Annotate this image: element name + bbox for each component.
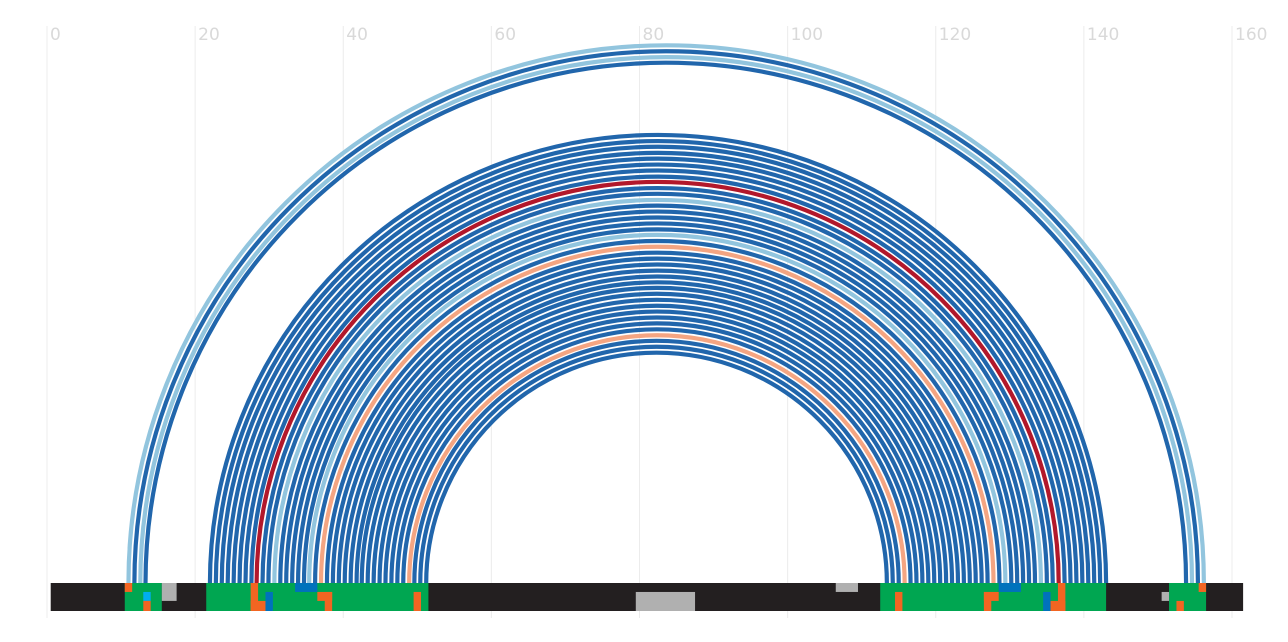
arc: [272, 197, 1044, 584]
track-segment: [265, 591, 273, 611]
arc: [407, 333, 907, 584]
track-segment: [413, 591, 422, 611]
arc: [389, 315, 925, 584]
arc: [371, 297, 943, 584]
arc: [313, 238, 1002, 584]
x-tick-label: 140: [1087, 25, 1119, 45]
arcs: [128, 45, 1203, 583]
track-segment: [983, 591, 992, 611]
arc: [354, 280, 961, 584]
arc: [295, 221, 1020, 584]
track-segment: [1198, 583, 1207, 592]
arc: [418, 344, 895, 584]
x-tick-label: 100: [791, 25, 823, 45]
arc: [424, 350, 889, 584]
arc: [213, 138, 1103, 584]
arc: [138, 55, 1195, 584]
track-segment: [1161, 591, 1170, 601]
arc: [336, 262, 978, 584]
arc: [365, 291, 949, 584]
x-tick-label: 120: [939, 25, 971, 45]
arc: [412, 338, 901, 584]
arc: [260, 185, 1055, 584]
arc: [225, 150, 1091, 584]
track-segment: [895, 591, 903, 611]
x-tick-labels: 0 20 40 60 80 100 120 140 160: [50, 25, 1267, 45]
arc: [342, 268, 972, 584]
track-segment: [635, 591, 696, 611]
arc: [383, 309, 931, 584]
track: [50, 583, 1244, 611]
track-segment: [143, 591, 151, 601]
track-segment: [1050, 600, 1066, 611]
x-tick-label: 160: [1235, 25, 1267, 45]
x-tick-label: 40: [346, 25, 368, 45]
arc: [307, 232, 1008, 584]
track-segment: [161, 583, 177, 601]
track-segment: [1176, 600, 1184, 611]
arc: [126, 43, 1206, 584]
arc: [284, 209, 1032, 584]
track-segment: [124, 583, 133, 592]
arc: [359, 285, 955, 584]
x-tick-label: 20: [198, 25, 220, 45]
x-tick-label: 60: [494, 25, 516, 45]
x-tick-label: 80: [643, 25, 665, 45]
track-segment: [1057, 583, 1066, 611]
track-segment: [250, 600, 266, 611]
arc: [237, 162, 1079, 584]
track-segment: [835, 583, 858, 592]
track-segment: [998, 583, 1021, 592]
arc: [395, 321, 919, 584]
arc: [249, 174, 1067, 584]
track-segment: [250, 583, 259, 611]
track-segment: [324, 591, 333, 611]
track-segment: [295, 583, 318, 592]
arc: [348, 274, 966, 584]
track-segment: [1043, 591, 1051, 611]
arc: [401, 327, 913, 584]
arc: [330, 256, 984, 584]
arc: [318, 244, 996, 584]
arc: [143, 61, 1189, 584]
arc: [324, 250, 990, 584]
arc: [377, 303, 937, 584]
x-tick-label: 0: [50, 25, 61, 45]
track-segment: [143, 600, 151, 611]
